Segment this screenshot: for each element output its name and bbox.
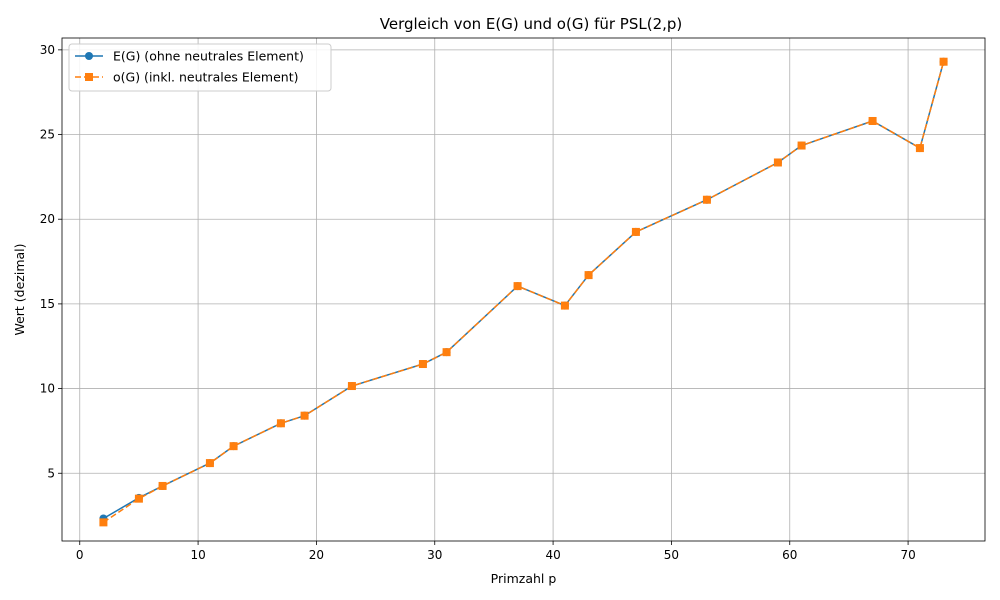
y-tick-label: 10 (40, 382, 55, 396)
grid-lines (62, 38, 985, 541)
data-point-square (99, 518, 108, 527)
legend-marker-circle (85, 52, 93, 60)
data-point-square (915, 144, 924, 153)
legend: E(G) (ohne neutrales Element) o(G) (inkl.… (68, 43, 332, 92)
legend-label: o(G) (inkl. neutrales Element) (113, 70, 299, 85)
data-point-square (513, 282, 522, 291)
x-axis-title: Primzahl p (491, 571, 557, 586)
data-point-square (868, 116, 877, 125)
data-point-square (773, 158, 782, 167)
y-axis-title: Wert (dezimal) (12, 243, 27, 335)
y-tick-label: 5 (47, 466, 55, 480)
data-point-square (631, 227, 640, 236)
series-line (103, 61, 945, 523)
series-2 (99, 57, 948, 527)
x-tick-label: 70 (900, 548, 915, 562)
x-tick-label: 60 (782, 548, 797, 562)
x-tick-label: 0 (76, 548, 84, 562)
legend-marker-square (85, 73, 93, 81)
data-point-square (229, 442, 238, 451)
legend-box (68, 43, 332, 92)
data-point-square (134, 494, 143, 503)
data-point-square (347, 382, 356, 391)
data-point-square (418, 360, 427, 369)
x-tick-label: 10 (190, 548, 205, 562)
y-tick-label: 30 (40, 43, 55, 57)
x-tick-label: 40 (545, 548, 560, 562)
legend-label: E(G) (ohne neutrales Element) (113, 49, 304, 64)
x-tick-label: 30 (427, 548, 442, 562)
x-tick-label: 20 (309, 548, 324, 562)
y-tick-label: 20 (40, 212, 55, 226)
y-tick-label: 15 (40, 297, 55, 311)
data-point-square (560, 301, 569, 310)
series-1 (99, 57, 948, 523)
data-point-square (702, 195, 711, 204)
y-tick-label: 25 (40, 128, 55, 142)
data-point-square (584, 271, 593, 280)
data-point-square (276, 419, 285, 428)
series-layer (99, 57, 948, 527)
axis-ticks: 0 10 20 30 40 50 60 70 5 10 15 20 25 30 (40, 43, 916, 562)
x-tick-label: 50 (664, 548, 679, 562)
chart-title: Vergleich von E(G) und o(G) für PSL(2,p) (380, 15, 683, 33)
data-point-square (158, 481, 167, 490)
legend-entry-2: o(G) (inkl. neutrales Element) (75, 70, 299, 85)
data-point-square (300, 411, 309, 420)
data-point-square (797, 141, 806, 150)
data-point-square (939, 57, 948, 66)
legend-entry-1: E(G) (ohne neutrales Element) (75, 49, 304, 64)
plot-area-frame (61, 37, 986, 542)
data-point-square (205, 459, 214, 468)
data-point-square (442, 348, 451, 357)
